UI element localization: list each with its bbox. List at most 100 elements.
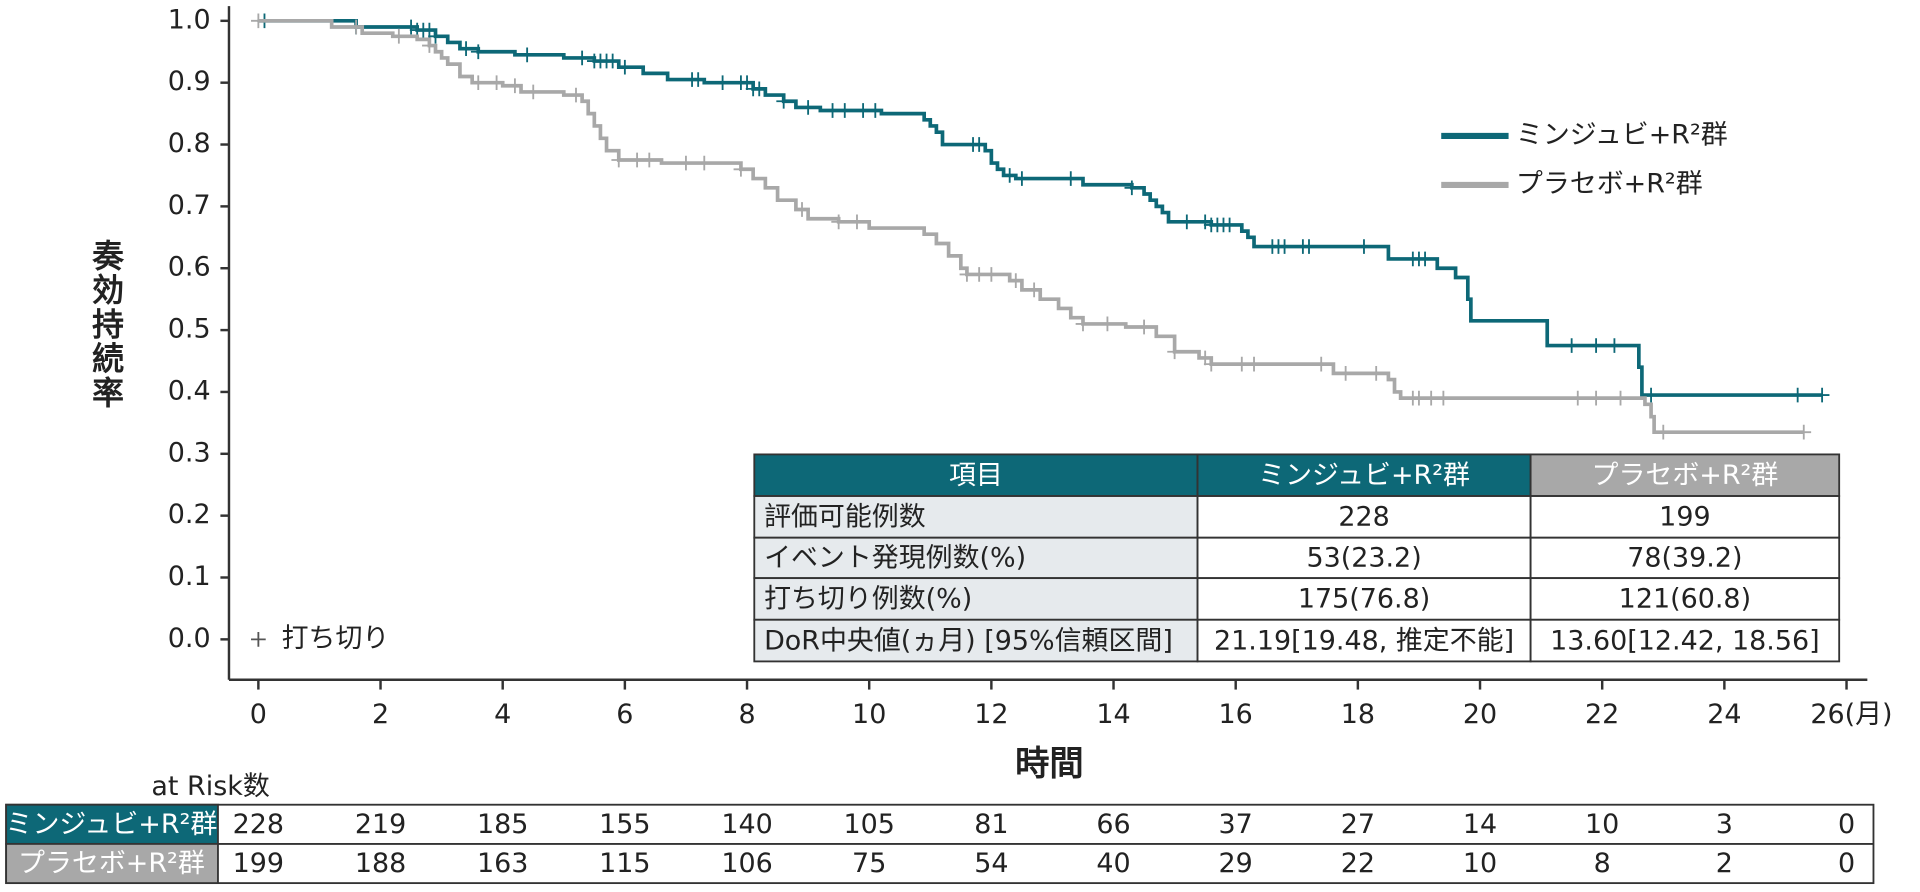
censor-mark [1124,180,1140,196]
at-risk-label: プラセボ+R²群 [18,848,205,879]
censor-mark [1790,387,1806,403]
table-cell-text: イベント発現例数(%) [764,543,1026,574]
y-tick-label: 0.4 [168,375,211,406]
censor-mark [1197,350,1213,366]
table-cell [1196,536,1532,580]
at-risk-value: 40 [1096,848,1130,879]
censor-mark [1814,387,1830,403]
censor-mark [1277,239,1292,254]
x-tick-label: 16 [1219,699,1253,730]
censor-mark [1179,214,1195,230]
y-tick-label: 0.1 [168,561,211,592]
censor-mark [568,87,584,103]
x-tick-label: 8 [738,699,755,730]
at-risk-value: 228 [233,809,284,840]
y-axis-label: 奏効持続率 [87,239,125,410]
table-header-cell [753,453,1199,497]
censor-mark [733,161,749,177]
censor-mark [1301,239,1317,254]
y-tick-label: 0.3 [168,437,211,468]
censor-mark [1588,338,1604,353]
at-risk-value: 2 [1716,848,1733,879]
censor-mark [837,103,853,118]
x-tick-label: 10 [852,699,886,730]
censor-mark [1436,390,1451,406]
censor-mark [1613,390,1628,406]
censor-mark [1222,217,1237,233]
censor-mark [1356,239,1372,254]
table-cell [1196,577,1532,621]
censor-mark [519,47,535,63]
censor-mark [690,72,706,87]
censor-mark [428,28,443,44]
censor-mark [1197,214,1213,230]
censor-mark [611,152,627,168]
censor-mark [1100,316,1115,332]
at-risk-label-cell [5,803,219,845]
censor-mark [525,84,541,100]
x-tick-label: 14 [1096,699,1130,730]
censor-mark [391,28,407,44]
table-cell [1529,495,1841,539]
censor-mark [776,93,792,109]
table-cell-text: 評価可能例数 [764,502,926,533]
censor-mark [458,41,474,57]
table-cell-text: 21.19[19.48, 推定不能] [1214,625,1514,656]
at-risk-value: 188 [355,848,406,879]
censor-legend-label: 打ち切り [282,623,390,654]
y-tick-label: 0.6 [168,252,211,283]
censor-mark [751,81,767,97]
censor-mark [1607,338,1622,353]
legend-label: プラセボ+R²群 [1516,168,1703,199]
at-risk-value: 66 [1096,809,1130,840]
at-risk-value: 219 [355,809,406,840]
at-risk-value: 37 [1219,809,1253,840]
table-cell-text: 175(76.8) [1298,584,1430,615]
at-risk-value: 10 [1463,848,1497,879]
x-tick-label: 2 [372,699,389,730]
at-risk-value: 22 [1341,848,1375,879]
survival-curve [258,18,1804,434]
censor-mark [251,13,266,29]
censor-mark [794,202,810,217]
at-risk-value: 105 [843,809,894,840]
censor-mark [605,53,620,69]
censor-mark [1136,319,1152,335]
at-risk-value: 0 [1838,809,1855,840]
censor-mark [1246,356,1262,372]
censor-mark [849,214,865,230]
table-cell [753,577,1199,621]
censor-mark [1796,424,1812,440]
table-cell-text: 13.60[12.42, 18.56] [1550,625,1819,656]
table-cell-text: 199 [1659,502,1710,533]
censor-mark [1643,387,1659,403]
y-tick-label: 0.5 [168,314,211,345]
censor-mark [1002,168,1018,183]
x-tick-label: 4 [494,699,511,730]
at-risk-value: 185 [477,809,528,840]
x-tick-label: 26(月) [1810,699,1892,730]
table-header-text: ミンジュビ+R²群 [1258,460,1470,491]
at-risk-value: 155 [599,809,650,840]
censor-mark [422,38,437,53]
censor-mark [470,75,486,91]
censor-mark [1655,424,1671,440]
censor-mark [739,75,755,91]
at-risk-value: 3 [1716,809,1733,840]
censor-mark [1075,316,1091,332]
at-risk-value: 10 [1585,809,1619,840]
x-tick-label: 22 [1585,699,1619,730]
censor-mark [971,137,987,152]
censor-mark [1417,251,1433,267]
y-tick-label: 0.0 [168,623,211,654]
y-tick-label: 1.0 [168,4,211,35]
x-tick-label: 20 [1463,699,1497,730]
censor-legend-symbol [251,632,266,647]
censor-mark [984,267,999,282]
at-risk-label: ミンジュビ+R²群 [6,809,218,840]
censor-mark [715,75,730,91]
at-risk-value: 115 [599,848,650,879]
y-tick-label: 0.8 [168,128,211,159]
censor-mark [1338,366,1353,381]
